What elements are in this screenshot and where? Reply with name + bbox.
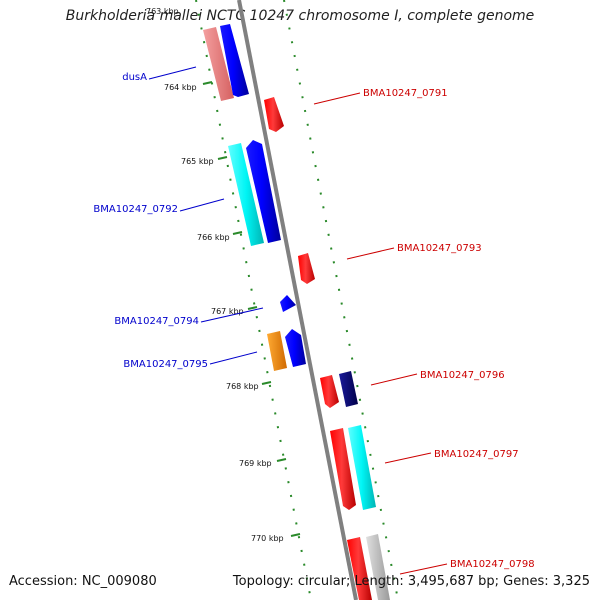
tick-mark-769 — [276, 458, 287, 462]
gene-0793[interactable] — [298, 253, 315, 284]
tick-mark-764 — [202, 81, 213, 85]
gene-0795[interactable] — [285, 329, 306, 367]
gene-label-0796[interactable]: BMA10247_0796 — [420, 370, 505, 381]
gene-0791[interactable] — [264, 97, 284, 132]
tick-mark-767 — [247, 306, 258, 310]
gene-0792[interactable] — [246, 140, 281, 243]
gene-0797-red[interactable] — [330, 428, 356, 510]
connector-0792 — [179, 198, 225, 212]
tick-label-769: 769 kbp — [239, 459, 272, 468]
gene-dusA[interactable] — [220, 24, 249, 97]
gene-0792-partner[interactable] — [228, 143, 264, 246]
tick-mark-768 — [261, 381, 272, 385]
tick-label-768: 768 kbp — [226, 382, 259, 391]
map-title: Burkholderia mallei NCTC 10247 chromosom… — [65, 8, 535, 24]
connector-0793 — [346, 247, 395, 260]
accession-text: Accession: NC_009080 — [9, 574, 157, 589]
gene-0798-grey[interactable] — [366, 534, 390, 600]
gene-0797-cyan[interactable] — [348, 425, 376, 510]
connector-0796 — [370, 373, 418, 386]
connector-0795 — [209, 351, 258, 365]
connector-0791 — [313, 92, 361, 105]
gene-label-0792[interactable]: BMA10247_0792 — [93, 204, 178, 215]
gene-label-0793[interactable]: BMA10247_0793 — [397, 243, 482, 254]
gene-dusA-partner[interactable] — [203, 27, 234, 101]
gene-label-0794[interactable]: BMA10247_0794 — [114, 316, 199, 327]
connector-dusA — [148, 66, 197, 80]
connector-0797 — [384, 452, 432, 464]
gene-0795-orange[interactable] — [267, 331, 287, 371]
connector-0794 — [200, 307, 264, 323]
tick-label-767: 767 kbp — [211, 307, 244, 316]
tick-label-763: 763 kbp — [146, 7, 179, 16]
gene-0796-navy[interactable] — [339, 371, 358, 407]
tick-label-765: 765 kbp — [181, 157, 214, 166]
tick-label-770: 770 kbp — [251, 534, 284, 543]
chromosome-backbone — [237, 0, 358, 600]
tick-mark-765 — [217, 156, 228, 160]
tick-mark-770 — [290, 533, 301, 537]
gene-label-0798[interactable]: BMA10247_0798 — [450, 559, 535, 570]
gene-label-0791[interactable]: BMA10247_0791 — [363, 88, 448, 99]
connector-0798 — [399, 563, 448, 575]
gene-label-dusA[interactable]: dusA — [122, 72, 147, 83]
gene-0798-red[interactable] — [347, 537, 372, 600]
gene-label-0797[interactable]: BMA10247_0797 — [434, 449, 519, 460]
gene-0796-red[interactable] — [320, 375, 339, 408]
tick-label-766: 766 kbp — [197, 233, 230, 242]
gene-0794[interactable] — [280, 295, 296, 312]
genome-summary-text: Topology: circular; Length: 3,495,687 bp… — [232, 574, 590, 589]
tick-label-764: 764 kbp — [164, 83, 197, 92]
tick-mark-766 — [232, 231, 243, 235]
gene-label-0795[interactable]: BMA10247_0795 — [123, 359, 208, 370]
inner-tick-ring — [195, 0, 312, 600]
